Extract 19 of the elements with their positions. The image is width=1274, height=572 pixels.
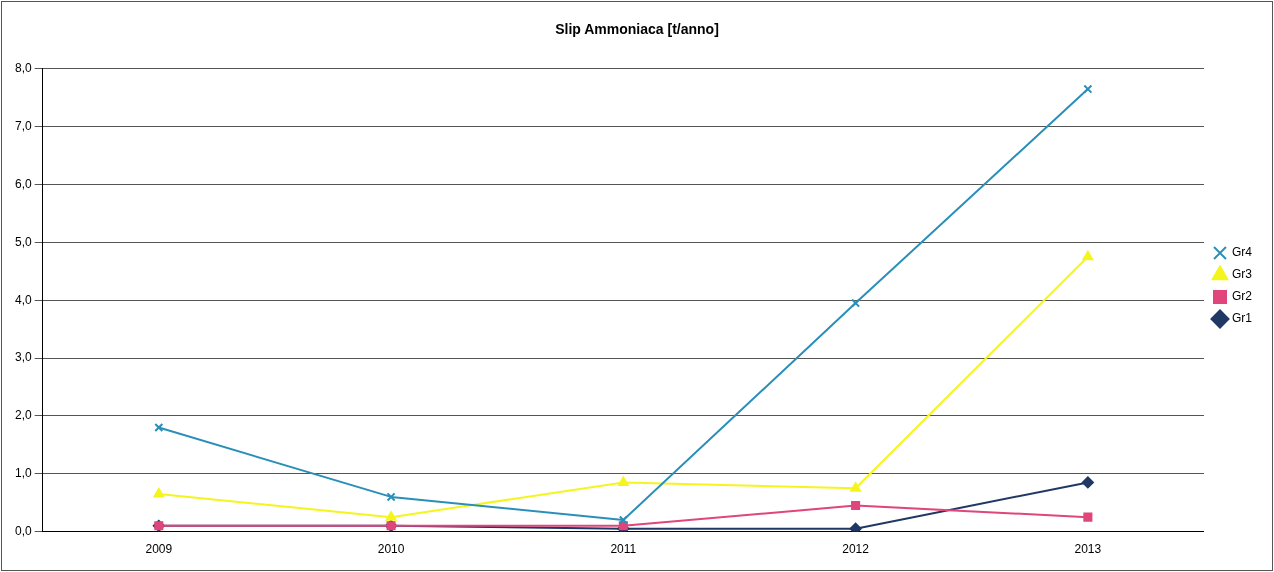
y-tick-label: 2,0 [14, 408, 32, 423]
legend-label: Gr3 [1232, 267, 1253, 282]
chart-title: Slip Ammoniaca [t/anno] [555, 21, 719, 38]
x-tick-label: 2013 [1074, 542, 1102, 557]
y-tick-label: 0,0 [14, 523, 32, 538]
legend-label: Gr2 [1232, 289, 1253, 304]
legend-label: Gr4 [1232, 245, 1253, 260]
y-tick-label: 6,0 [14, 176, 32, 191]
x-tick-label: 2012 [842, 542, 870, 557]
x-tick-label: 2011 [610, 542, 637, 557]
y-tick-label: 8,0 [14, 61, 32, 76]
x-tick-label: 2010 [377, 542, 405, 557]
y-tick-label: 4,0 [14, 292, 32, 307]
y-tick-label: 5,0 [14, 234, 32, 249]
y-tick-label: 1,0 [14, 466, 32, 481]
legend-label: Gr1 [1232, 311, 1253, 326]
y-tick-label: 7,0 [14, 118, 32, 133]
x-tick-label: 2009 [145, 542, 173, 557]
y-tick-label: 3,0 [14, 350, 32, 365]
